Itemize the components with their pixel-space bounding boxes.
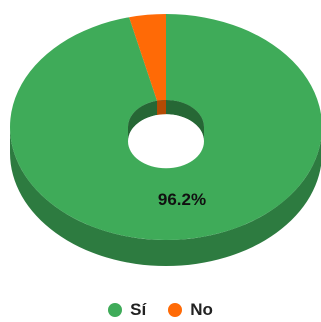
donut-hole-wall — [128, 100, 204, 142]
legend-label-no: No — [190, 300, 213, 319]
donut-hole — [128, 114, 204, 169]
slice-wall-0 — [10, 127, 321, 266]
legend-item-no[interactable]: No — [168, 300, 213, 320]
chart-legend: Sí No — [0, 300, 321, 320]
slice-0[interactable] — [10, 14, 321, 240]
slice-1[interactable] — [129, 14, 166, 101]
legend-item-si[interactable]: Sí — [108, 300, 146, 320]
legend-label-si: Sí — [130, 300, 147, 319]
legend-swatch-no — [168, 303, 183, 317]
donut-hole-wall-no — [157, 100, 166, 116]
data-label-si: 96.2% — [158, 190, 206, 209]
legend-swatch-si — [108, 303, 123, 317]
